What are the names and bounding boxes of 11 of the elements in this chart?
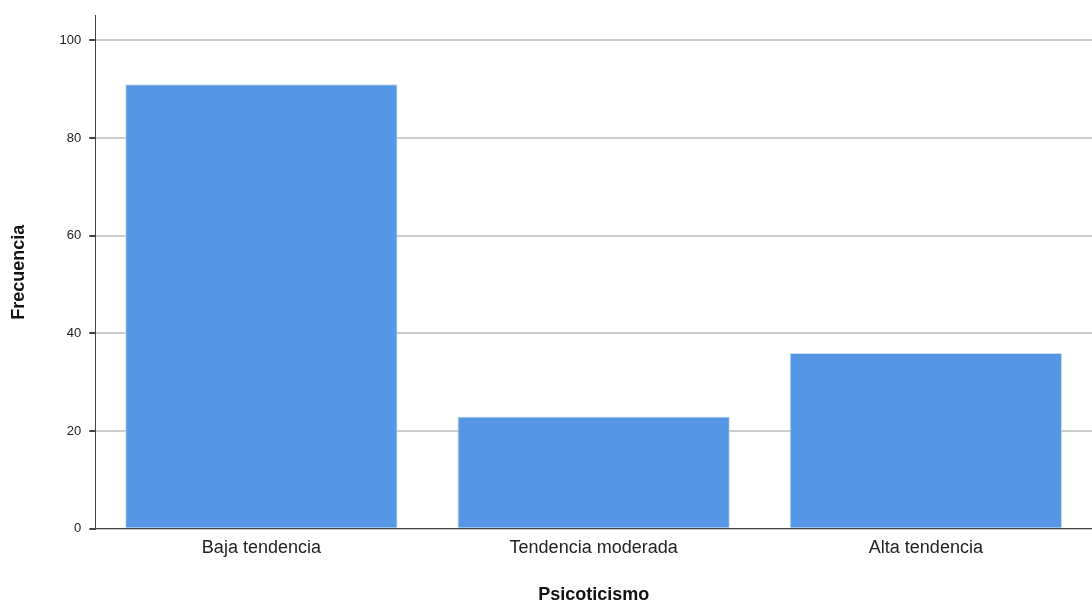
y-tick-label: 0 [74,520,82,536]
x-tick-label: Alta tendencia [868,536,984,557]
y-tick-label: 40 [66,324,82,340]
y-tick-label: 60 [66,227,82,243]
x-axis-title: Psicoticismo [538,584,650,605]
y-tick-label: 80 [66,129,82,145]
y-tick-label: 100 [59,31,82,47]
y-axis-title: Frecuencia [7,223,28,320]
x-tick-label: Tendencia moderada [509,536,679,557]
y-tick-label: 20 [66,422,82,438]
x-tick-label: Baja tendencia [201,536,322,557]
